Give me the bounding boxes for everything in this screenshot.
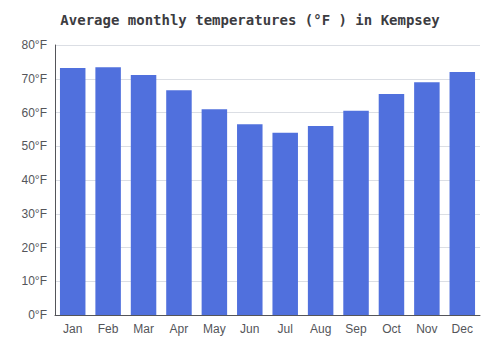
svg-text:40°F: 40°F [22,173,47,187]
svg-text:Nov: Nov [416,322,437,336]
svg-text:Jun: Jun [240,322,259,336]
svg-text:Average monthly temperatures (: Average monthly temperatures (°F ) in Ke… [60,12,440,28]
svg-text:20°F: 20°F [22,241,47,255]
svg-text:Mar: Mar [133,322,154,336]
svg-text:Jul: Jul [278,322,293,336]
svg-text:Sep: Sep [345,322,367,336]
svg-text:70°F: 70°F [22,72,47,86]
svg-text:0°F: 0°F [28,308,47,322]
svg-text:Jan: Jan [63,322,82,336]
svg-text:Aug: Aug [310,322,331,336]
svg-text:60°F: 60°F [22,106,47,120]
svg-text:30°F: 30°F [22,207,47,221]
svg-text:Feb: Feb [98,322,119,336]
svg-text:Apr: Apr [170,322,189,336]
svg-text:50°F: 50°F [22,139,47,153]
svg-text:10°F: 10°F [22,274,47,288]
svg-text:May: May [203,322,226,336]
svg-text:Oct: Oct [382,322,401,336]
svg-text:Dec: Dec [452,322,473,336]
svg-text:80°F: 80°F [22,38,47,52]
